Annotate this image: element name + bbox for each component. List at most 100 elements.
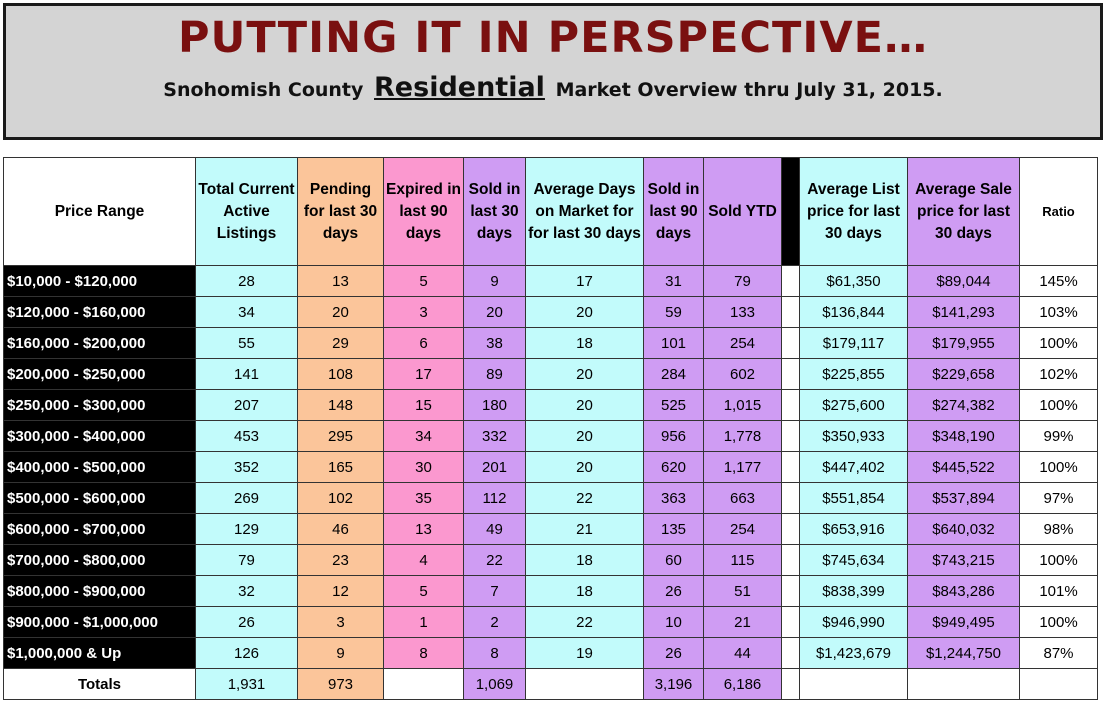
cell-avg-sale-price: $229,658	[907, 358, 1020, 390]
cell-sold-90: 26	[643, 575, 704, 607]
cell-sold-90: 284	[643, 358, 704, 390]
cell-avg-sale-price: $1,244,750	[907, 637, 1020, 669]
cell-avg-days-on-market: 21	[525, 513, 644, 545]
cell-active-listings: 32	[195, 575, 298, 607]
cell-sold-90: 26	[643, 637, 704, 669]
totals-pending: 973	[297, 668, 384, 700]
cell-sold-30: 20	[463, 296, 526, 328]
cell-sold-90: 60	[643, 544, 704, 576]
table-row: $120,000 - $160,000 34 20 3 20 20 59 133 $136,84…	[3, 296, 1098, 328]
cell-avg-days-on-market: 20	[525, 451, 644, 483]
separator-cell	[781, 296, 800, 328]
cell-active-listings: 126	[195, 637, 298, 669]
cell-ratio: 99%	[1019, 420, 1098, 452]
cell-expired: 6	[383, 327, 464, 359]
cell-expired: 34	[383, 420, 464, 452]
cell-sold-90: 363	[643, 482, 704, 514]
table-row: $400,000 - $500,000 352 165 30 201 20 620 1,177…	[3, 451, 1098, 483]
cell-price-range: $200,000 - $250,000	[3, 358, 196, 390]
col-active-listings: Total Current Active Listings	[195, 157, 298, 266]
cell-pending: 46	[297, 513, 384, 545]
table-row: $600,000 - $700,000 129 46 13 49 21 135 254 $653…	[3, 513, 1098, 545]
cell-avg-list-price: $350,933	[799, 420, 908, 452]
cell-sold-ytd: 44	[703, 637, 782, 669]
totals-avg-list	[799, 668, 908, 700]
market-table: Price Range Total Current Active Listing…	[3, 157, 1098, 700]
cell-avg-list-price: $1,423,679	[799, 637, 908, 669]
cell-sold-30: 8	[463, 637, 526, 669]
cell-pending: 9	[297, 637, 384, 669]
cell-active-listings: 207	[195, 389, 298, 421]
cell-sold-ytd: 254	[703, 327, 782, 359]
column-separator	[781, 157, 800, 266]
cell-expired: 3	[383, 296, 464, 328]
cell-sold-30: 332	[463, 420, 526, 452]
cell-price-range: $400,000 - $500,000	[3, 451, 196, 483]
page-subtitle: Snohomish County Residential Market Over…	[6, 72, 1100, 106]
title-banner: PUTTING IT IN PERSPECTIVE… Snohomish Cou…	[3, 3, 1103, 140]
cell-active-listings: 352	[195, 451, 298, 483]
cell-sold-30: 38	[463, 327, 526, 359]
cell-pending: 23	[297, 544, 384, 576]
cell-avg-list-price: $838,399	[799, 575, 908, 607]
cell-price-range: $1,000,000 & Up	[3, 637, 196, 669]
cell-ratio: 100%	[1019, 606, 1098, 638]
col-ratio: Ratio	[1019, 157, 1098, 266]
cell-ratio: 100%	[1019, 327, 1098, 359]
cell-ratio: 97%	[1019, 482, 1098, 514]
cell-ratio: 98%	[1019, 513, 1098, 545]
cell-avg-sale-price: $640,032	[907, 513, 1020, 545]
cell-sold-30: 7	[463, 575, 526, 607]
col-pending: Pending for last 30 days	[297, 157, 384, 266]
cell-sold-90: 10	[643, 606, 704, 638]
cell-avg-sale-price: $949,495	[907, 606, 1020, 638]
cell-sold-ytd: 133	[703, 296, 782, 328]
cell-avg-sale-price: $743,215	[907, 544, 1020, 576]
cell-expired: 5	[383, 575, 464, 607]
cell-avg-days-on-market: 18	[525, 327, 644, 359]
cell-sold-30: 201	[463, 451, 526, 483]
cell-sold-90: 31	[643, 265, 704, 297]
cell-avg-list-price: $225,855	[799, 358, 908, 390]
cell-expired: 35	[383, 482, 464, 514]
cell-active-listings: 129	[195, 513, 298, 545]
cell-ratio: 100%	[1019, 544, 1098, 576]
cell-pending: 148	[297, 389, 384, 421]
cell-avg-list-price: $61,350	[799, 265, 908, 297]
cell-avg-days-on-market: 20	[525, 420, 644, 452]
cell-pending: 102	[297, 482, 384, 514]
cell-avg-list-price: $275,600	[799, 389, 908, 421]
separator-cell	[781, 637, 800, 669]
totals-expired	[383, 668, 464, 700]
col-expired: Expired in last 90 days	[383, 157, 464, 266]
cell-price-range: $800,000 - $900,000	[3, 575, 196, 607]
totals-label: Totals	[3, 668, 196, 700]
cell-ratio: 145%	[1019, 265, 1098, 297]
cell-ratio: 103%	[1019, 296, 1098, 328]
cell-price-range: $300,000 - $400,000	[3, 420, 196, 452]
cell-avg-list-price: $745,634	[799, 544, 908, 576]
cell-sold-ytd: 1,778	[703, 420, 782, 452]
cell-sold-30: 2	[463, 606, 526, 638]
totals-sold-90: 3,196	[643, 668, 704, 700]
totals-dom	[525, 668, 644, 700]
cell-active-listings: 453	[195, 420, 298, 452]
cell-avg-days-on-market: 20	[525, 296, 644, 328]
cell-avg-sale-price: $141,293	[907, 296, 1020, 328]
cell-sold-30: 9	[463, 265, 526, 297]
cell-avg-list-price: $551,854	[799, 482, 908, 514]
cell-sold-90: 525	[643, 389, 704, 421]
cell-sold-30: 112	[463, 482, 526, 514]
cell-expired: 17	[383, 358, 464, 390]
table-row: $250,000 - $300,000 207 148 15 180 20 525 1,015…	[3, 389, 1098, 421]
cell-ratio: 102%	[1019, 358, 1098, 390]
cell-sold-ytd: 254	[703, 513, 782, 545]
cell-sold-90: 101	[643, 327, 704, 359]
col-avg-list-price: Average List price for last 30 days	[799, 157, 908, 266]
table-row: $10,000 - $120,000 28 13 5 9 17 31 79 $61,350 $89…	[3, 265, 1098, 297]
cell-active-listings: 26	[195, 606, 298, 638]
cell-sold-ytd: 1,177	[703, 451, 782, 483]
col-avg-days-on-market: Average Days on Market for for last 30 d…	[525, 157, 644, 266]
cell-expired: 4	[383, 544, 464, 576]
cell-pending: 108	[297, 358, 384, 390]
